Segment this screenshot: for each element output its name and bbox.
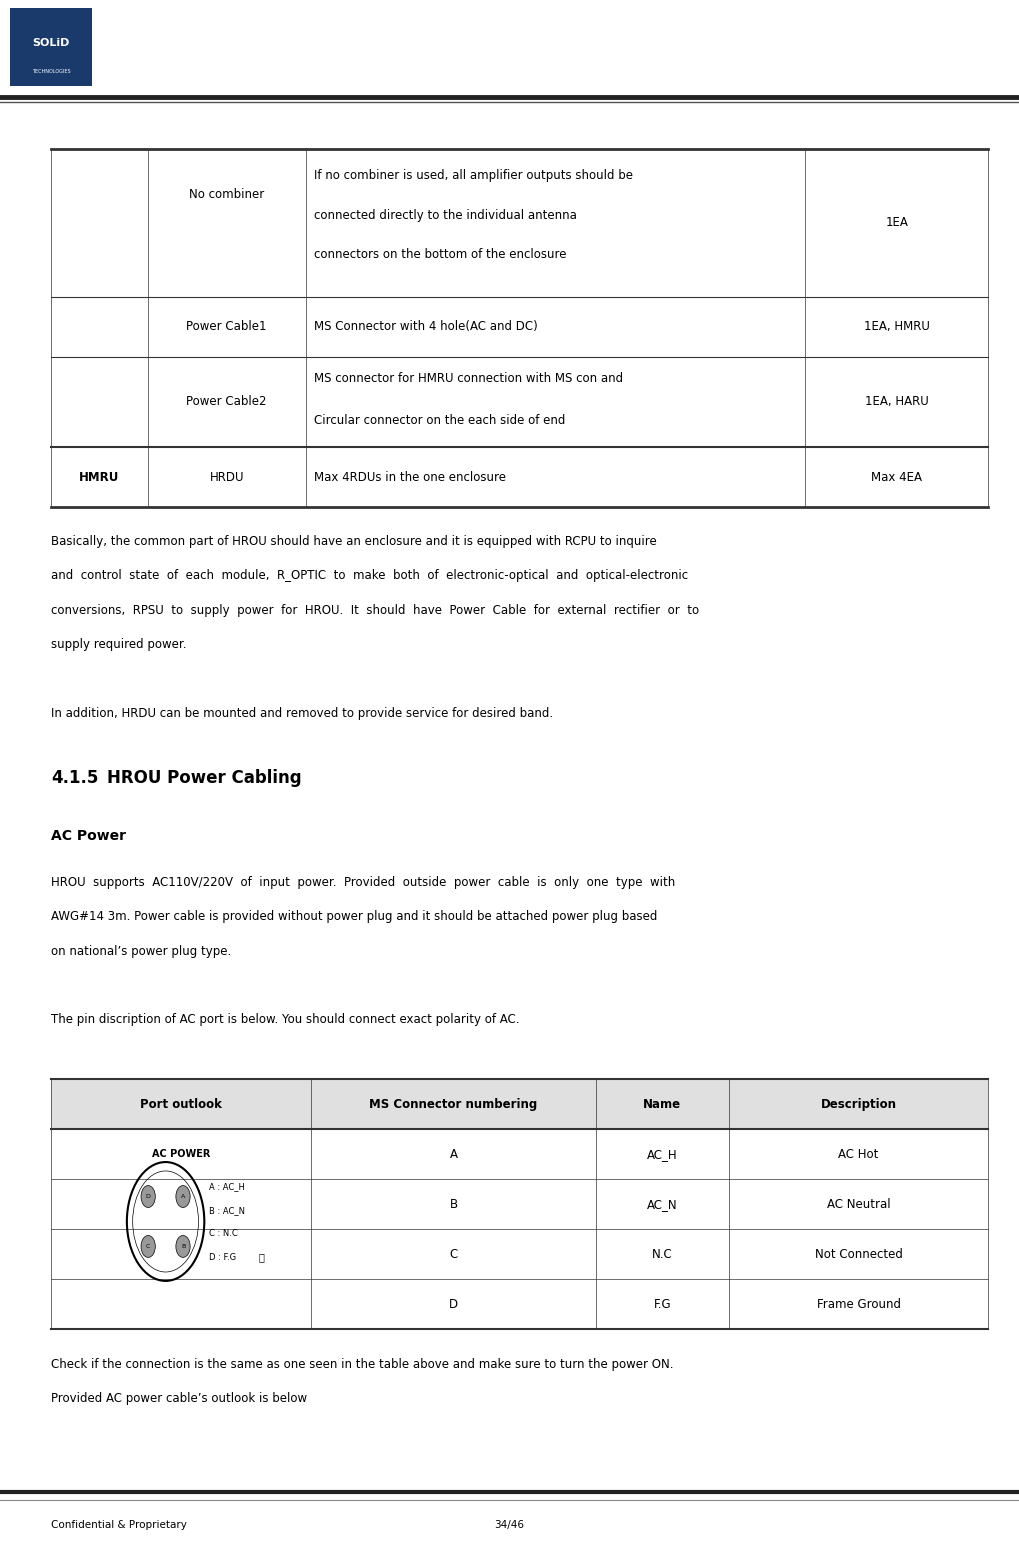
Text: C: C <box>449 1248 458 1261</box>
Text: 1EA, HARU: 1EA, HARU <box>865 396 928 408</box>
Text: 4.1.5: 4.1.5 <box>51 769 98 788</box>
Text: Provided AC power cable’s outlook is below: Provided AC power cable’s outlook is bel… <box>51 1392 307 1404</box>
Text: AC Neutral: AC Neutral <box>826 1198 891 1211</box>
Text: D: D <box>146 1193 151 1200</box>
Text: connectors on the bottom of the enclosure: connectors on the bottom of the enclosur… <box>314 247 567 261</box>
Text: C: C <box>146 1243 151 1250</box>
Text: MS connector for HMRU connection with MS con and: MS connector for HMRU connection with MS… <box>314 372 623 385</box>
Circle shape <box>176 1236 191 1257</box>
Text: B: B <box>449 1198 458 1211</box>
Text: Power Cable1: Power Cable1 <box>186 321 267 333</box>
Text: 1EA, HMRU: 1EA, HMRU <box>864 321 929 333</box>
Text: Name: Name <box>643 1098 682 1110</box>
Text: Max 4RDUs in the one enclosure: Max 4RDUs in the one enclosure <box>314 471 505 483</box>
Text: HROU Power Cabling: HROU Power Cabling <box>107 769 302 788</box>
Text: Description: Description <box>820 1098 897 1110</box>
Text: If no combiner is used, all amplifier outputs should be: If no combiner is used, all amplifier ou… <box>314 169 633 183</box>
Text: F.G: F.G <box>653 1298 672 1311</box>
Text: Check if the connection is the same as one seen in the table above and make sure: Check if the connection is the same as o… <box>51 1358 674 1370</box>
Text: Basically, the common part of HROU should have an enclosure and it is equipped w: Basically, the common part of HROU shoul… <box>51 535 656 547</box>
Text: A: A <box>449 1148 458 1160</box>
Text: AC_H: AC_H <box>647 1148 678 1160</box>
Text: HRDU: HRDU <box>210 471 244 483</box>
Text: B : AC_N: B : AC_N <box>209 1206 246 1215</box>
Text: N.C: N.C <box>652 1248 673 1261</box>
Text: HROU  supports  AC110V/220V  of  input  power.  Provided  outside  power  cable : HROU supports AC110V/220V of input power… <box>51 876 676 888</box>
Text: MS Connector with 4 hole(AC and DC): MS Connector with 4 hole(AC and DC) <box>314 321 538 333</box>
Text: Frame Ground: Frame Ground <box>816 1298 901 1311</box>
FancyBboxPatch shape <box>10 8 92 86</box>
Text: HMRU: HMRU <box>79 471 119 483</box>
Circle shape <box>141 1186 155 1207</box>
FancyBboxPatch shape <box>51 1079 988 1129</box>
Text: D : F.G: D : F.G <box>209 1253 239 1262</box>
Circle shape <box>141 1236 155 1257</box>
Text: MS Connector numbering: MS Connector numbering <box>369 1098 538 1110</box>
Text: Confidential & Proprietary: Confidential & Proprietary <box>51 1520 186 1530</box>
Text: In addition, HRDU can be mounted and removed to provide service for desired band: In addition, HRDU can be mounted and rem… <box>51 707 553 719</box>
Text: A: A <box>181 1193 185 1200</box>
Text: No combiner: No combiner <box>190 188 264 202</box>
Text: A : AC_H: A : AC_H <box>209 1182 246 1192</box>
Text: B: B <box>181 1243 185 1250</box>
Text: Max 4EA: Max 4EA <box>871 471 922 483</box>
Text: ⏚: ⏚ <box>259 1253 264 1262</box>
Circle shape <box>176 1186 191 1207</box>
Text: SOLiD: SOLiD <box>33 38 69 48</box>
Text: Power Cable2: Power Cable2 <box>186 396 267 408</box>
Text: 1EA: 1EA <box>886 216 908 230</box>
Text: The pin discription of AC port is below. You should connect exact polarity of AC: The pin discription of AC port is below.… <box>51 1013 520 1026</box>
Text: AC POWER: AC POWER <box>152 1150 210 1159</box>
Text: conversions,  RPSU  to  supply  power  for  HROU.  It  should  have  Power  Cabl: conversions, RPSU to supply power for HR… <box>51 604 699 616</box>
Text: Not Connected: Not Connected <box>814 1248 903 1261</box>
Text: TECHNOLOGIES: TECHNOLOGIES <box>32 69 70 75</box>
Text: D: D <box>449 1298 458 1311</box>
Text: and  control  state  of  each  module,  R_OPTIC  to  make  both  of  electronic-: and control state of each module, R_OPTI… <box>51 569 688 582</box>
Text: AC Power: AC Power <box>51 829 126 843</box>
Text: AC_N: AC_N <box>647 1198 678 1211</box>
Text: Port outlook: Port outlook <box>140 1098 222 1110</box>
Text: connected directly to the individual antenna: connected directly to the individual ant… <box>314 208 577 222</box>
Text: on national’s power plug type.: on national’s power plug type. <box>51 945 231 957</box>
Text: C : N.C: C : N.C <box>209 1229 238 1239</box>
Text: 34/46: 34/46 <box>494 1520 525 1530</box>
Text: supply required power.: supply required power. <box>51 638 186 651</box>
Text: AWG#14 3m. Power cable is provided without power plug and it should be attached : AWG#14 3m. Power cable is provided witho… <box>51 910 657 923</box>
Text: Circular connector on the each side of end: Circular connector on the each side of e… <box>314 414 566 427</box>
Text: AC Hot: AC Hot <box>839 1148 878 1160</box>
